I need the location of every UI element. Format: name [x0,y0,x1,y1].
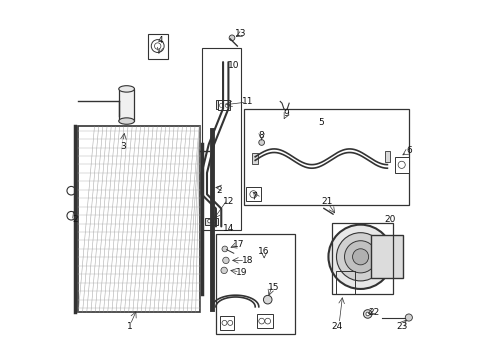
Text: 14: 14 [223,224,234,233]
Bar [244,109,408,205]
Bar [370,235,403,278]
Text: 10: 10 [227,61,239,70]
Bar [216,234,294,334]
Bar [217,100,230,111]
Circle shape [365,312,369,316]
Text: 12: 12 [222,197,234,206]
Text: 18: 18 [241,256,253,265]
Text: 4: 4 [158,36,163,45]
Bar [335,271,354,294]
Bar [119,89,134,121]
Bar [257,314,272,328]
Bar [384,152,389,162]
Text: 2: 2 [72,215,78,224]
Ellipse shape [119,86,134,92]
Text: 17: 17 [233,240,244,249]
Ellipse shape [119,118,134,124]
Circle shape [212,219,216,223]
Text: 3: 3 [120,141,126,150]
Circle shape [221,267,227,274]
Text: 1: 1 [127,322,133,331]
Bar [78,126,200,312]
Text: 9: 9 [283,109,288,118]
Text: 20: 20 [384,215,395,224]
Circle shape [67,211,75,220]
Bar [246,187,260,202]
Bar [205,217,217,225]
Bar [394,157,408,173]
Text: 24: 24 [331,322,342,331]
Text: 8: 8 [258,131,264,140]
Circle shape [229,35,234,41]
Text: 11: 11 [242,97,253,106]
Circle shape [405,314,411,321]
Text: 15: 15 [267,283,279,292]
Bar [148,33,167,59]
Circle shape [263,296,271,304]
Text: 13: 13 [235,29,246,38]
Text: 2: 2 [216,186,222,195]
Text: 7: 7 [251,192,257,201]
Bar [220,316,234,330]
Circle shape [67,186,75,195]
Circle shape [344,241,376,273]
Circle shape [363,310,371,318]
Circle shape [336,233,384,281]
Text: 22: 22 [367,308,379,317]
Text: 6: 6 [406,146,411,155]
Bar [252,153,258,164]
Bar [201,48,241,230]
Circle shape [352,249,368,265]
Circle shape [258,140,264,145]
Circle shape [328,225,392,289]
Text: 5: 5 [318,118,324,127]
Text: 23: 23 [395,322,407,331]
Bar [216,100,226,109]
Circle shape [222,246,227,252]
Circle shape [207,219,211,223]
Text: 21: 21 [320,197,332,206]
Bar [331,223,392,294]
Text: 19: 19 [235,268,247,277]
Circle shape [222,257,229,264]
Text: 16: 16 [258,247,269,256]
